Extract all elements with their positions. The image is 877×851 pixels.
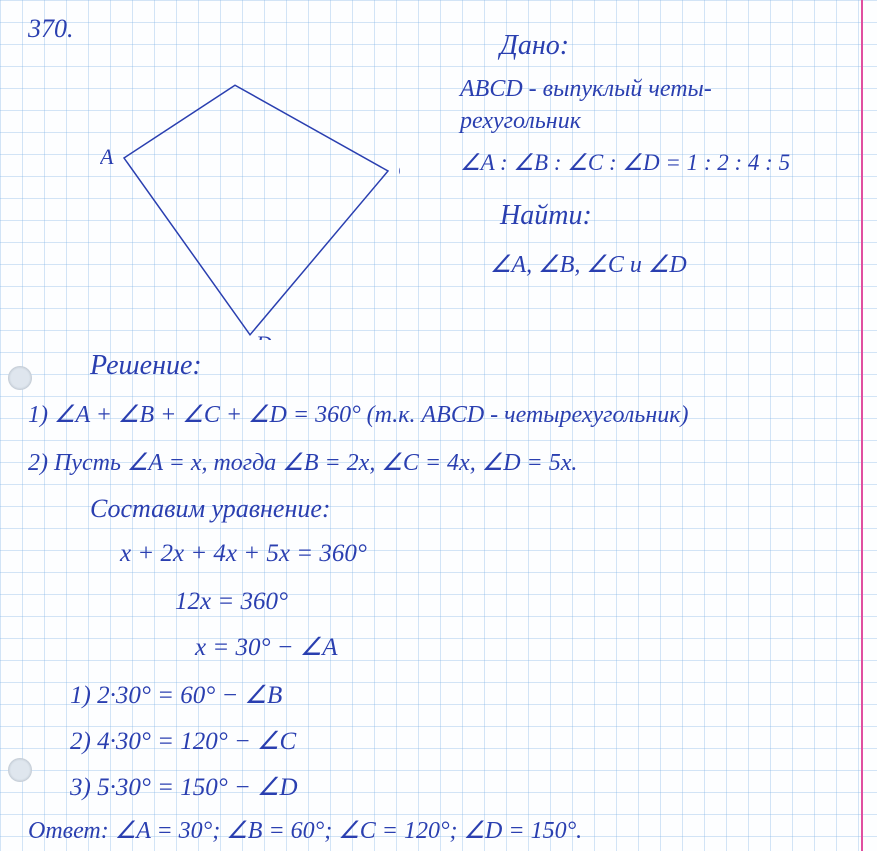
margin-line xyxy=(861,0,863,851)
handwritten-line: Найти: xyxy=(500,200,592,232)
vertex-label-d: D xyxy=(255,331,272,340)
punch-hole xyxy=(8,366,32,390)
handwritten-line: x = 30° − ∠A xyxy=(195,632,338,662)
quadrilateral-diagram: ABCD xyxy=(100,80,400,340)
handwritten-line: ABCD - выпуклый четы- xyxy=(460,76,712,103)
handwritten-line: 2) 4·30° = 120° − ∠C xyxy=(70,726,296,756)
handwritten-line: Дано: xyxy=(500,30,569,62)
punch-hole xyxy=(8,758,32,782)
handwritten-line: рехугольник xyxy=(460,108,581,135)
handwritten-line: Решение: xyxy=(90,350,202,382)
handwritten-line: ∠A : ∠B : ∠C : ∠D = 1 : 2 : 4 : 5 xyxy=(460,150,790,176)
handwritten-line: Ответ: ∠A = 30°; ∠B = 60°; ∠C = 120°; ∠D… xyxy=(28,816,582,845)
vertex-label-a: A xyxy=(100,144,114,169)
handwritten-line: 1) 2·30° = 60° − ∠B xyxy=(70,680,282,710)
vertex-label-c: C xyxy=(398,157,400,182)
handwritten-line: 1) ∠A + ∠B + ∠C + ∠D = 360° (т.к. ABCD -… xyxy=(28,400,688,429)
handwritten-line: 2) Пусть ∠A = x, тогда ∠B = 2x, ∠C = 4x,… xyxy=(28,448,577,477)
handwritten-line: Составим уравнение: xyxy=(90,494,331,524)
handwritten-line: 3) 5·30° = 150° − ∠D xyxy=(70,772,298,802)
quadrilateral-shape xyxy=(124,85,388,335)
handwritten-line: x + 2x + 4x + 5x = 360° xyxy=(120,540,367,568)
handwritten-line: 12x = 360° xyxy=(175,588,288,616)
handwritten-line: ∠A, ∠B, ∠C и ∠D xyxy=(490,250,687,279)
handwritten-line: 370. xyxy=(28,14,74,44)
